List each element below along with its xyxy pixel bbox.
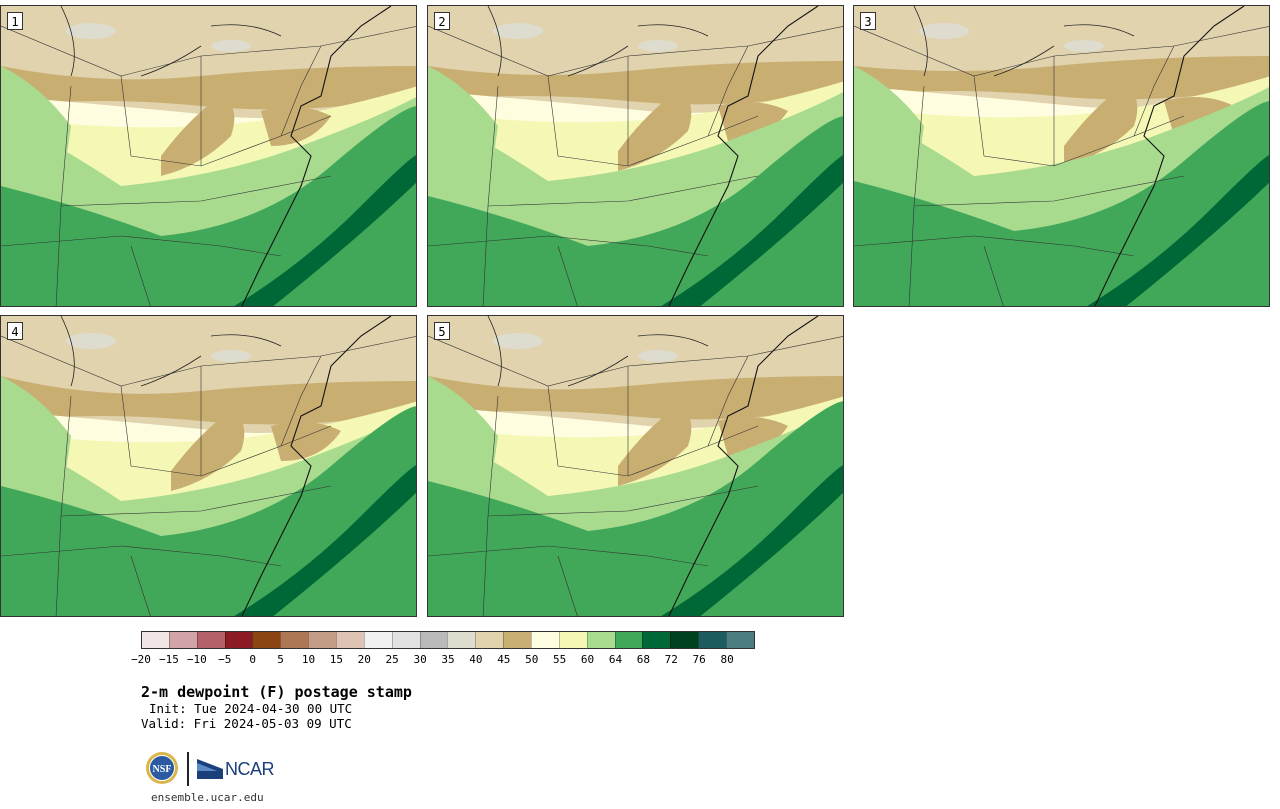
postage-stamp-panel-2: 2 <box>427 5 844 307</box>
colorbar-tick-label: 25 <box>385 653 399 666</box>
postage-stamp-panel-3: 3 <box>853 5 1270 307</box>
colorbar-tick-label: 30 <box>413 653 427 666</box>
postage-stamp-panel-1: 1 <box>0 5 417 307</box>
colorbar-swatch <box>252 632 281 648</box>
colorbar-tick-label: −15 <box>158 653 179 666</box>
colorbar-swatch <box>308 632 337 648</box>
colorbar-tick-label: 15 <box>329 653 343 666</box>
colorbar-swatch <box>280 632 309 648</box>
colorbar-swatch <box>447 632 476 648</box>
colorbar-tick-label: 40 <box>469 653 483 666</box>
colorbar-tick-label: 68 <box>636 653 650 666</box>
colorbar-swatch <box>168 632 197 648</box>
colorbar <box>141 631 755 649</box>
ncar-swoosh-icon <box>197 759 223 779</box>
dewpoint-map-4 <box>1 316 416 616</box>
nsf-logo-icon: NSF <box>145 751 179 785</box>
dewpoint-map-2 <box>428 6 843 306</box>
colorbar-tick-labels: −20 −15 −10 −5 0 5 10 15 20 25 30 35 40 45 50 55 60 64 68 7… <box>131 653 755 667</box>
colorbar-swatch <box>614 632 643 648</box>
colorbar-tick-label: 45 <box>497 653 511 666</box>
colorbar-swatch <box>558 632 587 648</box>
panel-number-label: 5 <box>434 322 450 340</box>
colorbar-tick-label: −10 <box>186 653 207 666</box>
colorbar-swatch <box>586 632 615 648</box>
colorbar-swatch <box>726 632 754 648</box>
colorbar-swatch <box>363 632 392 648</box>
dewpoint-map-5 <box>428 316 843 616</box>
site-url: ensemble.ucar.edu <box>151 791 264 804</box>
colorbar-tick-label: 50 <box>525 653 539 666</box>
colorbar-swatch <box>531 632 559 648</box>
ncar-logo: NCAR <box>197 757 275 781</box>
colorbar-tick-label: 35 <box>441 653 455 666</box>
svg-text:NSF: NSF <box>153 764 172 775</box>
colorbar-tick-label: 5 <box>277 653 284 666</box>
colorbar-tick-label: 0 <box>249 653 256 666</box>
colorbar-swatch <box>698 632 727 648</box>
ncar-wordmark: NCAR <box>225 758 275 779</box>
colorbar-tick-label: 10 <box>301 653 316 666</box>
colorbar-tick-label: −5 <box>218 653 232 666</box>
colorbar-swatch <box>503 632 532 648</box>
colorbar-tick-label: 64 <box>608 653 623 666</box>
postage-stamp-panel-4: 4 <box>0 315 417 617</box>
colorbar-tick-label: 76 <box>692 653 706 666</box>
colorbar-swatch <box>642 632 671 648</box>
panel-number-label: 3 <box>860 12 876 30</box>
logo-divider <box>187 752 189 786</box>
panel-number-label: 4 <box>7 322 23 340</box>
colorbar-tick-label: 20 <box>357 653 371 666</box>
panel-number-label: 2 <box>434 12 450 30</box>
figure-title: 2-m dewpoint (F) postage stamp <box>141 683 412 701</box>
colorbar-swatch <box>419 632 448 648</box>
postage-stamp-panel-5: 5 <box>427 315 844 617</box>
colorbar-tick-label: 60 <box>580 653 595 666</box>
colorbar-tick-label: −20 <box>131 653 151 666</box>
colorbar-swatch <box>224 632 253 648</box>
colorbar-swatch <box>142 632 169 648</box>
colorbar-tick-label: 55 <box>553 653 567 666</box>
dewpoint-map-1 <box>1 6 416 306</box>
panel-number-label: 1 <box>7 12 23 30</box>
colorbar-tick-label: 72 <box>664 653 678 666</box>
valid-time: Valid: Fri 2024-05-03 09 UTC <box>141 716 352 731</box>
dewpoint-map-3 <box>854 6 1269 306</box>
colorbar-swatch <box>670 632 699 648</box>
colorbar-swatch <box>196 632 225 648</box>
colorbar-swatch <box>336 632 364 648</box>
colorbar-swatch <box>391 632 420 648</box>
init-time: Init: Tue 2024-04-30 00 UTC <box>149 701 353 716</box>
colorbar-swatch <box>475 632 504 648</box>
colorbar-tick-label: 80 <box>720 653 734 666</box>
